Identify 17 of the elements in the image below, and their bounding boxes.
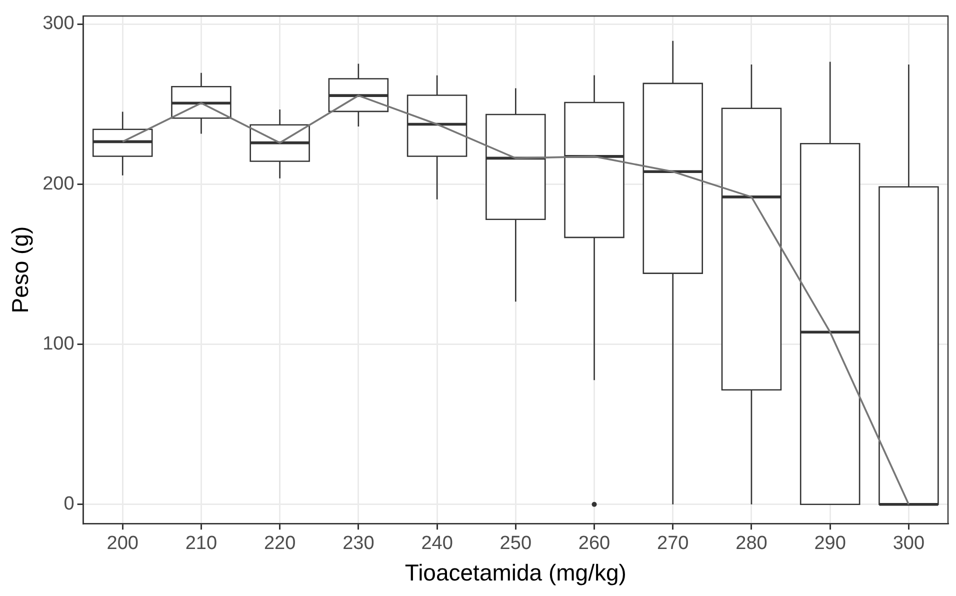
x-axis-title: Tioacetamida (mg/kg) (404, 560, 626, 586)
x-tick-label: 290 (814, 533, 846, 554)
x-tick-label: 250 (500, 533, 532, 554)
y-tick-label: 200 (42, 173, 74, 194)
x-tick-label: 220 (264, 533, 296, 554)
x-tick-label: 210 (185, 533, 218, 554)
y-tick-label: 100 (42, 333, 74, 354)
x-tick-label: 240 (421, 533, 453, 554)
x-tick-label: 200 (106, 533, 138, 554)
y-tick-label: 300 (42, 13, 74, 34)
y-tick-label: 0 (64, 494, 74, 515)
x-tick-label: 300 (892, 533, 925, 554)
x-tick-label: 260 (578, 533, 610, 554)
y-axis-title: Peso (g) (7, 226, 34, 314)
x-tick-label: 280 (736, 533, 768, 554)
x-tick-label: 230 (342, 533, 374, 554)
x-tick-label: 270 (657, 533, 689, 554)
